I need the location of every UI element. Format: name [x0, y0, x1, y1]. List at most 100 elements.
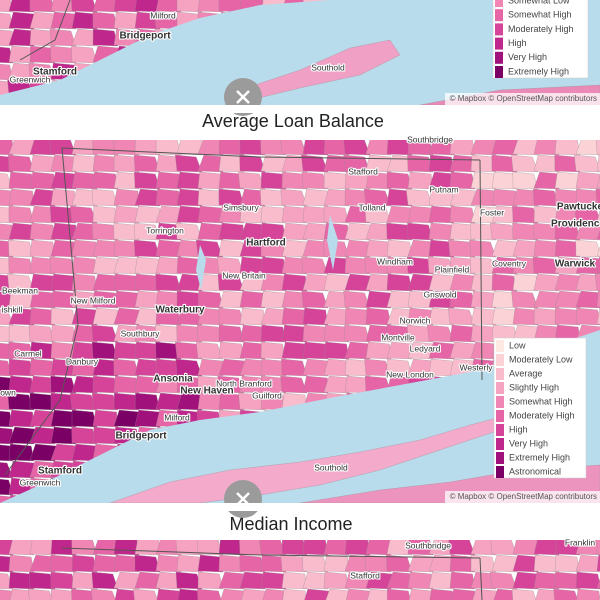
district [239, 571, 266, 590]
district [533, 571, 560, 590]
district [8, 375, 35, 394]
water [0, 0, 600, 105]
district [155, 341, 182, 360]
district [196, 341, 224, 360]
district [301, 154, 329, 173]
district [197, 171, 224, 190]
district [28, 324, 56, 343]
legend-swatch [496, 410, 504, 422]
district [29, 273, 56, 292]
district [134, 409, 161, 428]
district [260, 222, 287, 241]
district [113, 324, 140, 343]
district [134, 358, 161, 377]
district [239, 273, 268, 292]
district [113, 0, 140, 13]
district [281, 154, 309, 173]
district [596, 554, 600, 572]
district [472, 588, 498, 600]
district [8, 171, 35, 190]
district [448, 540, 476, 556]
district [364, 205, 392, 224]
district [280, 554, 308, 573]
district [491, 273, 518, 292]
district [260, 290, 287, 309]
district [260, 341, 287, 360]
district [323, 375, 351, 394]
district [302, 554, 329, 573]
district [92, 392, 119, 411]
district [344, 341, 372, 360]
close-button[interactable] [224, 480, 262, 518]
district [365, 140, 392, 156]
district [8, 222, 35, 241]
district [281, 341, 308, 360]
district [113, 222, 140, 241]
district [365, 222, 393, 241]
place-label: ishkill [2, 304, 23, 314]
district [281, 239, 309, 258]
district [134, 392, 161, 411]
district [8, 409, 35, 428]
close-icon[interactable] [236, 90, 250, 104]
district [512, 571, 539, 590]
legend-swatch [496, 382, 504, 394]
district [71, 409, 98, 428]
district [260, 571, 287, 590]
district [407, 205, 434, 224]
district [365, 239, 392, 258]
district [428, 307, 455, 326]
district [50, 307, 77, 326]
district [365, 341, 392, 360]
place-label: Greenwich [10, 74, 51, 84]
district [575, 554, 600, 573]
place-label: Plainfield [435, 264, 470, 274]
district [512, 140, 540, 156]
map-title: Average Loan Balance [202, 111, 384, 131]
place-label: Milford [164, 412, 190, 422]
place-label: Bridgeport [119, 31, 171, 42]
district [29, 540, 56, 556]
legend-label: Somewhat High [508, 10, 572, 20]
district [302, 375, 329, 394]
district [113, 375, 140, 394]
district [470, 205, 498, 224]
state-border [479, 159, 483, 381]
district [134, 273, 161, 292]
district [8, 540, 35, 556]
district [554, 171, 581, 190]
district [323, 140, 350, 156]
district [596, 230, 600, 240]
district [365, 171, 392, 190]
district [91, 188, 119, 207]
district [8, 307, 37, 326]
district [50, 554, 77, 573]
map-title: Median Income [229, 514, 352, 534]
district [407, 171, 434, 190]
legend-label: Moderately Low [509, 354, 573, 364]
place-label: New Milford [71, 295, 116, 305]
district [554, 140, 581, 156]
district [91, 341, 119, 360]
district [176, 171, 203, 190]
district [8, 324, 35, 343]
district [7, 392, 35, 411]
district [92, 375, 119, 394]
district [344, 171, 371, 190]
district [386, 290, 413, 309]
district [427, 256, 455, 275]
legend-swatch [496, 424, 504, 436]
district [175, 540, 203, 556]
district [323, 341, 350, 360]
district [8, 341, 35, 360]
district [133, 239, 161, 258]
district [29, 154, 56, 173]
district [49, 205, 77, 224]
district [428, 205, 455, 224]
district [302, 324, 329, 343]
district [302, 540, 329, 556]
district [323, 540, 350, 556]
district [449, 324, 476, 343]
district [470, 554, 497, 573]
district [155, 324, 182, 343]
